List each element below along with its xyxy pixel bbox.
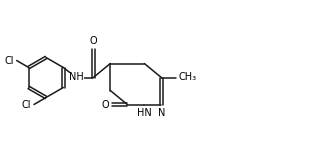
Text: O: O [89, 36, 97, 46]
Text: CH₃: CH₃ [178, 73, 197, 82]
Text: HN: HN [137, 108, 152, 119]
Text: Cl: Cl [4, 55, 14, 66]
Text: O: O [102, 100, 109, 109]
Text: Cl: Cl [21, 100, 31, 109]
Text: NH: NH [69, 73, 84, 82]
Text: N: N [158, 108, 165, 119]
